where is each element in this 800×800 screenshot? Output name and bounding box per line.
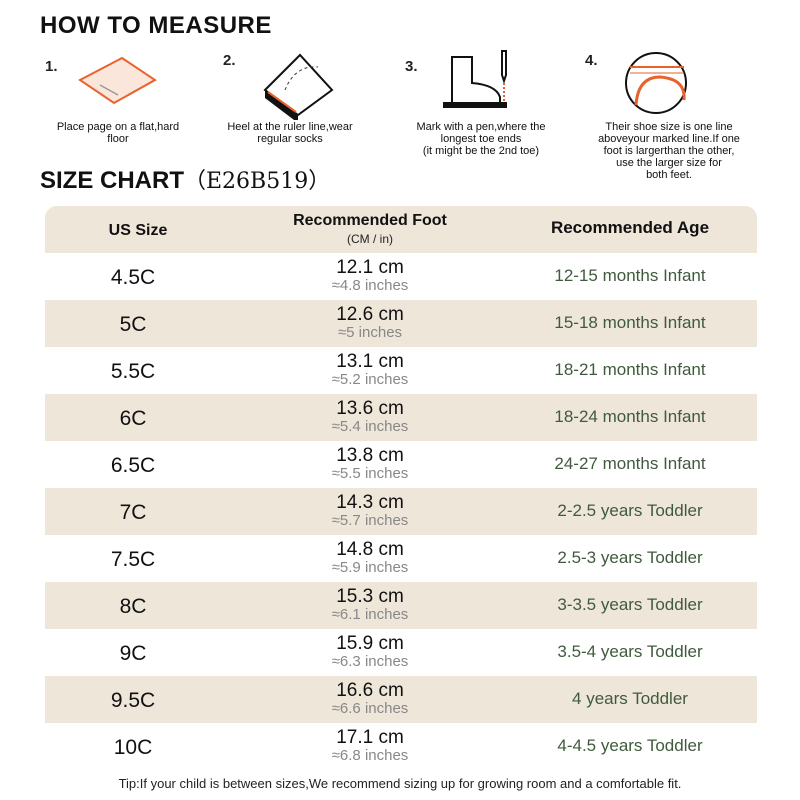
table-row: 7C 14.3 cm ≈5.7 inches 2-2.5 years Toddler: [45, 488, 757, 535]
foot-cm: 15.9 cm: [336, 633, 404, 654]
foot-inches: ≈5.7 inches: [331, 512, 409, 529]
us-size: 4.5C: [110, 266, 156, 289]
foot-inches: ≈5.5 inches: [331, 465, 409, 482]
foot-inches: ≈5.9 inches: [331, 559, 409, 576]
step-text: Mark with a pen,where the longest toe end…: [396, 121, 566, 157]
us-size: 9C: [119, 642, 147, 665]
ruler-mark: [99, 84, 119, 96]
age: 3-3.5 years Toddler: [557, 595, 703, 614]
step-text-line: Mark with a pen,where the: [416, 121, 546, 133]
table-row: 5C 12.6 cm ≈5 inches 15-18 months Infant: [45, 300, 757, 347]
table-row: 6.5C 13.8 cm ≈5.5 inches 24-27 months Infan…: [45, 441, 757, 488]
us-size: 7C: [119, 501, 147, 524]
table-row: 6C 13.6 cm ≈5.4 inches 18-24 months Infant: [45, 394, 757, 441]
socks-icon: [263, 53, 334, 120]
step-text-line: Heel at the ruler line,wear: [227, 121, 353, 133]
us-size: 7.5C: [110, 548, 156, 571]
step-text-line: both feet.: [646, 169, 692, 181]
size-chart-label: SIZE CHART: [40, 167, 184, 194]
header-age: Recommended Age: [550, 218, 710, 237]
foot-icon: [625, 52, 687, 114]
table-row: 4.5C 12.1 cm ≈4.8 inches 12-15 months Infan…: [45, 253, 757, 300]
table-row: 9C 15.9 cm ≈6.3 inches 3.5-4 years Toddler: [45, 629, 757, 676]
step-icons: [78, 50, 687, 120]
foot-cm: 16.6 cm: [336, 680, 404, 701]
foot-cm: 13.6 cm: [336, 398, 404, 419]
us-size: 5C: [119, 313, 147, 336]
foot-inches: ≈6.6 inches: [331, 700, 409, 717]
step-text: Place page on a flat,hard floor: [33, 121, 203, 145]
age: 18-21 months Infant: [554, 360, 706, 379]
age: 15-18 months Infant: [554, 313, 706, 332]
step-text-line: longest toe ends: [440, 133, 522, 145]
step-text: Heel at the ruler line,wear regular socks: [205, 121, 375, 145]
tip: Tip:If your child is between sizes,We re…: [118, 776, 682, 791]
size-chart-code: （E26B519）: [184, 169, 331, 194]
table-row: 8C 15.3 cm ≈6.1 inches 3-3.5 years Toddler: [45, 582, 757, 629]
header-title: HOW TO MEASURE: [40, 12, 272, 39]
foot-cm: 13.1 cm: [336, 351, 404, 372]
foot-cm: 12.6 cm: [336, 304, 404, 325]
us-size: 5.5C: [110, 360, 156, 383]
size-table: US Size Recommended Foot (CM / in) Recommen…: [45, 206, 757, 770]
step-text-line: use the larger size for: [616, 157, 722, 169]
age: 3.5-4 years Toddler: [557, 642, 703, 661]
step-text-line: foot is largerthan the other,: [603, 145, 735, 157]
table-row: 7.5C 14.8 cm ≈5.9 inches 2.5-3 years Toddle…: [45, 535, 757, 582]
page-icon: [78, 56, 157, 105]
foot-inches: ≈5.4 inches: [331, 418, 409, 435]
header-foot: Recommended Foot: [293, 212, 447, 229]
foot-cm: 17.1 cm: [336, 727, 404, 748]
step-text-line: regular socks: [257, 133, 323, 145]
foot-inches: ≈6.1 inches: [331, 606, 409, 623]
us-size: 8C: [119, 595, 147, 618]
foot-inches: ≈4.8 inches: [331, 277, 409, 294]
age: 2.5-3 years Toddler: [557, 548, 703, 567]
step-text: Their shoe size is one line aboveyour mar…: [584, 121, 754, 181]
age: 4 years Toddler: [572, 689, 688, 708]
table-header: US Size Recommended Foot (CM / in) Recommen…: [45, 206, 757, 253]
foot-cm: 14.3 cm: [336, 492, 404, 513]
age: 12-15 months Infant: [554, 266, 706, 285]
age: 24-27 months Infant: [554, 454, 706, 473]
us-size: 9.5C: [110, 689, 156, 712]
table-row: 9.5C 16.6 cm ≈6.6 inches 4 years Toddler: [45, 676, 757, 723]
table-row: 10C 17.1 cm ≈6.8 inches 4-4.5 years Toddler: [45, 723, 757, 770]
step-text-line: Their shoe size is one line: [605, 121, 733, 133]
foot-cm: 15.3 cm: [336, 586, 404, 607]
table-row: 5.5C 13.1 cm ≈5.2 inches 18-21 months Infan…: [45, 347, 757, 394]
step-number: 2.: [223, 52, 236, 69]
header-us-size: US Size: [108, 222, 168, 239]
us-size: 6C: [119, 407, 147, 430]
age: 2-2.5 years Toddler: [557, 501, 703, 520]
step-number: 1.: [45, 58, 58, 75]
step-text-line: floor: [107, 133, 129, 145]
step-text-line: aboveyour marked line.If one: [598, 133, 740, 145]
step-text-line: Place page on a flat,hard: [56, 121, 180, 133]
header-foot-unit: (CM / in): [347, 232, 393, 246]
step-text-line: (it might be the 2nd toe): [422, 145, 540, 157]
foot-inches: ≈5 inches: [337, 324, 403, 341]
foot-inches: ≈6.3 inches: [331, 653, 409, 670]
sock-pen-icon: [443, 50, 507, 108]
foot-inches: ≈5.2 inches: [331, 371, 409, 388]
us-size: 6.5C: [110, 454, 156, 477]
step-number: 3.: [405, 58, 418, 75]
us-size: 10C: [113, 736, 153, 759]
step-number: 4.: [585, 52, 598, 69]
foot-inches: ≈6.8 inches: [331, 747, 409, 764]
foot-cm: 12.1 cm: [336, 257, 404, 278]
size-chart-title: SIZE CHART（E26B519）: [40, 163, 330, 195]
foot-cm: 14.8 cm: [336, 539, 404, 560]
age: 4-4.5 years Toddler: [557, 736, 703, 755]
foot-cm: 13.8 cm: [336, 445, 404, 466]
age: 18-24 months Infant: [554, 407, 706, 426]
